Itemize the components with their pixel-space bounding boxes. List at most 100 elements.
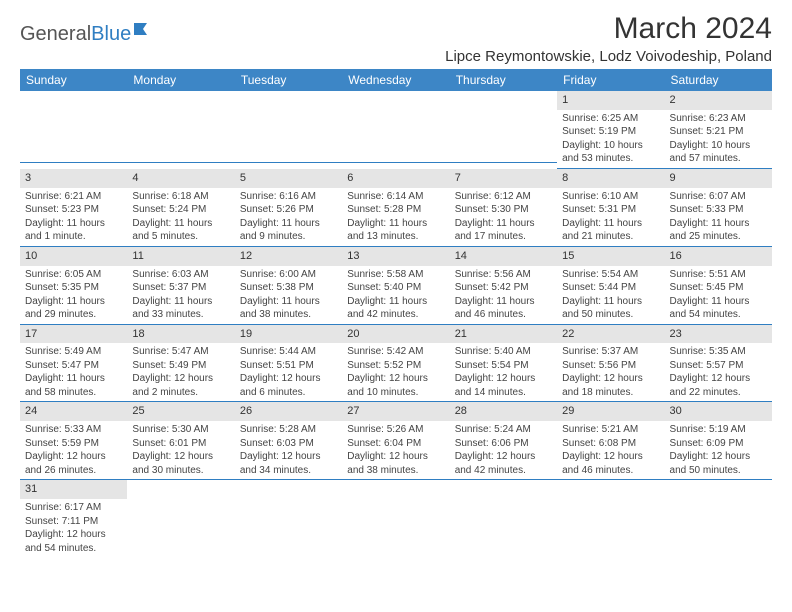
- day-day1: Daylight: 11 hours: [25, 372, 122, 386]
- calendar-cell: 5Sunrise: 6:16 AMSunset: 5:26 PMDaylight…: [235, 169, 342, 247]
- logo-text-blue: Blue: [91, 23, 131, 46]
- day-number: 3: [20, 169, 127, 188]
- calendar-cell: 28Sunrise: 5:24 AMSunset: 6:06 PMDayligh…: [450, 402, 557, 480]
- day-body: [127, 110, 234, 112]
- day-number: 14: [450, 247, 557, 266]
- day-sunset: Sunset: 5:19 PM: [562, 125, 659, 139]
- day-sunset: Sunset: 5:49 PM: [132, 359, 229, 373]
- calendar-cell: 4Sunrise: 6:18 AMSunset: 5:24 PMDaylight…: [127, 169, 234, 247]
- day-sunrise: Sunrise: 5:37 AM: [562, 345, 659, 359]
- calendar-cell: 6Sunrise: 6:14 AMSunset: 5:28 PMDaylight…: [342, 169, 449, 247]
- day-day2: and 1 minute.: [25, 230, 122, 244]
- calendar-cell: 27Sunrise: 5:26 AMSunset: 6:04 PMDayligh…: [342, 402, 449, 480]
- day-body: Sunrise: 6:18 AMSunset: 5:24 PMDaylight:…: [127, 188, 234, 244]
- day-sunset: Sunset: 5:54 PM: [455, 359, 552, 373]
- day-body: Sunrise: 5:28 AMSunset: 6:03 PMDaylight:…: [235, 421, 342, 477]
- day-day2: and 25 minutes.: [670, 230, 767, 244]
- calendar-row: 10Sunrise: 6:05 AMSunset: 5:35 PMDayligh…: [20, 247, 772, 325]
- day-sunrise: Sunrise: 6:12 AM: [455, 190, 552, 204]
- day-sunset: Sunset: 5:42 PM: [455, 281, 552, 295]
- day-day1: Daylight: 12 hours: [25, 528, 122, 542]
- day-day1: Daylight: 11 hours: [455, 295, 552, 309]
- day-sunrise: Sunrise: 6:18 AM: [132, 190, 229, 204]
- calendar-cell: 21Sunrise: 5:40 AMSunset: 5:54 PMDayligh…: [450, 325, 557, 403]
- day-number: 5: [235, 169, 342, 188]
- calendar-cell: 18Sunrise: 5:47 AMSunset: 5:49 PMDayligh…: [127, 325, 234, 403]
- day-day2: and 18 minutes.: [562, 386, 659, 400]
- day-sunrise: Sunrise: 5:51 AM: [670, 268, 767, 282]
- day-sunrise: Sunrise: 5:58 AM: [347, 268, 444, 282]
- day-body: [450, 499, 557, 501]
- day-day1: Daylight: 11 hours: [25, 295, 122, 309]
- day-day2: and 38 minutes.: [240, 308, 337, 322]
- day-body: Sunrise: 5:47 AMSunset: 5:49 PMDaylight:…: [127, 343, 234, 399]
- day-day1: Daylight: 11 hours: [240, 217, 337, 231]
- day-number: 24: [20, 402, 127, 421]
- day-number: 8: [557, 169, 664, 188]
- dow-thursday: Thursday: [450, 69, 557, 91]
- day-number: 20: [342, 325, 449, 344]
- day-day2: and 29 minutes.: [25, 308, 122, 322]
- calendar-cell: [235, 91, 342, 169]
- day-sunset: Sunset: 6:08 PM: [562, 437, 659, 451]
- day-day1: Daylight: 12 hours: [562, 450, 659, 464]
- day-body: Sunrise: 5:56 AMSunset: 5:42 PMDaylight:…: [450, 266, 557, 322]
- day-sunrise: Sunrise: 5:42 AM: [347, 345, 444, 359]
- day-number: 18: [127, 325, 234, 344]
- day-body: Sunrise: 5:35 AMSunset: 5:57 PMDaylight:…: [665, 343, 772, 399]
- day-day2: and 46 minutes.: [562, 464, 659, 478]
- calendar-cell: 12Sunrise: 6:00 AMSunset: 5:38 PMDayligh…: [235, 247, 342, 325]
- day-sunrise: Sunrise: 6:10 AM: [562, 190, 659, 204]
- day-number: 17: [20, 325, 127, 344]
- day-sunset: Sunset: 5:24 PM: [132, 203, 229, 217]
- day-number: [127, 91, 234, 110]
- day-number: 11: [127, 247, 234, 266]
- day-body: Sunrise: 6:07 AMSunset: 5:33 PMDaylight:…: [665, 188, 772, 244]
- calendar-cell: 22Sunrise: 5:37 AMSunset: 5:56 PMDayligh…: [557, 325, 664, 403]
- day-number: 4: [127, 169, 234, 188]
- logo-flag-icon: [133, 20, 153, 43]
- day-sunrise: Sunrise: 5:26 AM: [347, 423, 444, 437]
- day-day2: and 58 minutes.: [25, 386, 122, 400]
- day-sunrise: Sunrise: 5:24 AM: [455, 423, 552, 437]
- day-body: Sunrise: 6:00 AMSunset: 5:38 PMDaylight:…: [235, 266, 342, 322]
- day-number: 7: [450, 169, 557, 188]
- day-sunrise: Sunrise: 5:47 AM: [132, 345, 229, 359]
- day-body: Sunrise: 6:14 AMSunset: 5:28 PMDaylight:…: [342, 188, 449, 244]
- day-day1: Daylight: 12 hours: [240, 450, 337, 464]
- day-day1: Daylight: 12 hours: [670, 450, 767, 464]
- day-number: 22: [557, 325, 664, 344]
- day-sunset: Sunset: 5:23 PM: [25, 203, 122, 217]
- day-sunrise: Sunrise: 6:17 AM: [25, 501, 122, 515]
- day-day1: Daylight: 12 hours: [132, 450, 229, 464]
- day-day2: and 2 minutes.: [132, 386, 229, 400]
- calendar-cell: 10Sunrise: 6:05 AMSunset: 5:35 PMDayligh…: [20, 247, 127, 325]
- day-day2: and 21 minutes.: [562, 230, 659, 244]
- day-sunset: Sunset: 5:59 PM: [25, 437, 122, 451]
- day-day1: Daylight: 12 hours: [562, 372, 659, 386]
- day-number: 15: [557, 247, 664, 266]
- day-number: [342, 91, 449, 110]
- day-body: Sunrise: 5:42 AMSunset: 5:52 PMDaylight:…: [342, 343, 449, 399]
- calendar-cell: 11Sunrise: 6:03 AMSunset: 5:37 PMDayligh…: [127, 247, 234, 325]
- calendar-cell: [450, 480, 557, 557]
- day-body: Sunrise: 5:40 AMSunset: 5:54 PMDaylight:…: [450, 343, 557, 399]
- day-sunrise: Sunrise: 6:23 AM: [670, 112, 767, 126]
- day-body: [235, 110, 342, 112]
- day-sunset: Sunset: 6:09 PM: [670, 437, 767, 451]
- day-body: Sunrise: 5:26 AMSunset: 6:04 PMDaylight:…: [342, 421, 449, 477]
- calendar-cell: 17Sunrise: 5:49 AMSunset: 5:47 PMDayligh…: [20, 325, 127, 403]
- calendar-cell: 31Sunrise: 6:17 AMSunset: 7:11 PMDayligh…: [20, 480, 127, 557]
- day-day2: and 26 minutes.: [25, 464, 122, 478]
- logo-text-general: General: [20, 23, 91, 46]
- calendar-cell: 19Sunrise: 5:44 AMSunset: 5:51 PMDayligh…: [235, 325, 342, 403]
- day-body: Sunrise: 5:54 AMSunset: 5:44 PMDaylight:…: [557, 266, 664, 322]
- day-sunrise: Sunrise: 6:16 AM: [240, 190, 337, 204]
- day-number: 31: [20, 480, 127, 499]
- day-body: Sunrise: 6:10 AMSunset: 5:31 PMDaylight:…: [557, 188, 664, 244]
- dow-friday: Friday: [557, 69, 664, 91]
- day-body: Sunrise: 5:49 AMSunset: 5:47 PMDaylight:…: [20, 343, 127, 399]
- calendar-cell: [20, 91, 127, 169]
- day-day1: Daylight: 11 hours: [240, 295, 337, 309]
- day-sunset: Sunset: 6:04 PM: [347, 437, 444, 451]
